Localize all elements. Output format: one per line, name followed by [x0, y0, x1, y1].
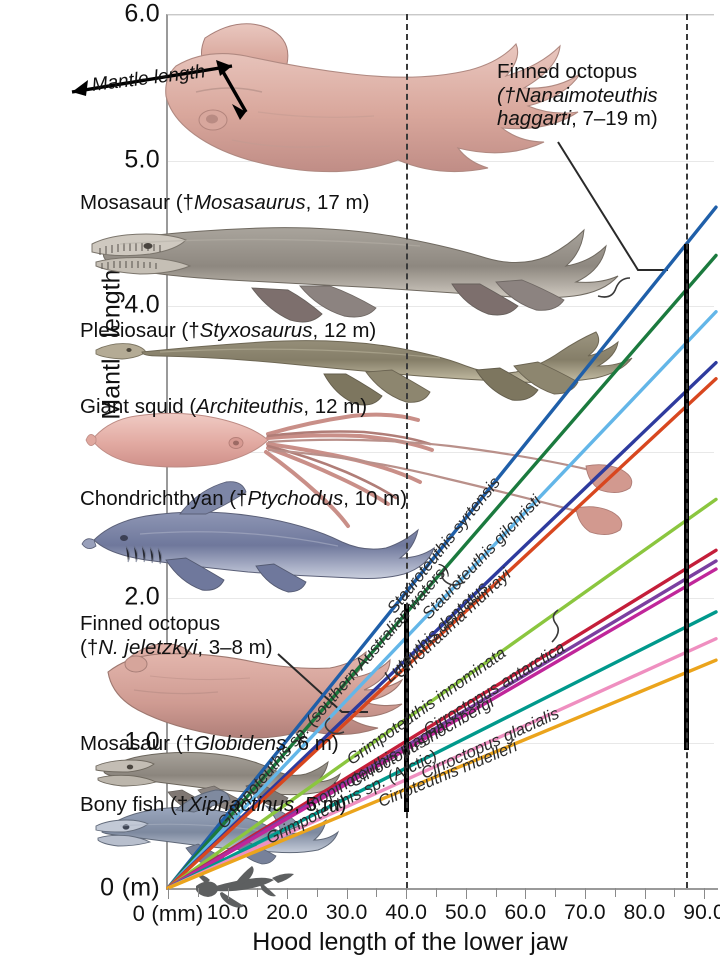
x-tick-5: 50.0 [444, 901, 487, 924]
y-tick-4: 4.0 [124, 290, 160, 319]
x-tickmark-20 [287, 888, 289, 899]
x-tickmark-60 [525, 888, 527, 899]
x-tickmark-0 [168, 888, 169, 899]
x-tick-9: 90.0 [683, 901, 720, 924]
x-tickmark-40 [406, 888, 408, 899]
taxon-label-styxosaurus: Plesiosaur (†Styxosaurus, 12 m) [80, 319, 377, 342]
x-tickmark-90 [704, 888, 706, 899]
x-tickmark-25 [316, 888, 318, 897]
annotation-line-3: haggarti, 7–19 m) [497, 107, 658, 131]
taxon-label-architeuthis: Giant squid (Architeuthis, 12 m) [80, 395, 368, 418]
x-axis-line [166, 888, 718, 890]
y-tick-2: 2.0 [124, 582, 160, 611]
x-tickmark-80 [644, 888, 646, 899]
x-tickmark-5 [197, 888, 199, 897]
gridline-y-4 [168, 306, 714, 308]
taxon-label-xiphactinus: Bony fish (†Xiphactinus, 5 m) [80, 793, 347, 816]
x-tickmark-30 [346, 888, 348, 899]
annotation-n-jeletzkyi: Finned octopus (†N. jeletzkyi, 3–8 m) [80, 612, 273, 659]
x-tickmark-85 [674, 888, 676, 897]
x-tickmark-50 [465, 888, 467, 899]
x-tick-6: 60.0 [504, 901, 547, 924]
x-tickmark-10 [227, 888, 229, 899]
x-tickmark-35 [376, 888, 378, 897]
taxon-label-globidens: Mosasaur (†Globidens, 6 m) [80, 732, 339, 755]
y-tick-0: 0 (m) [100, 873, 160, 902]
y-tick-5: 5.0 [124, 145, 160, 174]
reference-line-40mm [406, 14, 409, 888]
annotation-line-1: Finned octopus [497, 60, 638, 83]
annotation-j-line-2: (†N. jeletzkyi, 3–8 m) [80, 635, 273, 659]
x-tickmark-65 [555, 888, 557, 897]
x-tickmark-70 [584, 888, 586, 899]
x-tick-3: 30.0 [325, 901, 368, 924]
x-tickmark-55 [495, 888, 497, 897]
annotation-line-2: (†Nanaimoteuthis [497, 83, 658, 107]
gridline-y-3 [168, 452, 714, 453]
x-tick-8: 80.0 [623, 901, 666, 924]
x-tick-4: 40.0 [385, 901, 428, 924]
annotation-nanaimoteuthis-haggarti: Finned octopus (†Nanaimoteuthis haggarti… [497, 60, 658, 131]
gridline-y-5 [168, 160, 714, 162]
y-tick-6: 6.0 [124, 0, 160, 28]
x-axis-label: Hood length of the lower jaw [252, 928, 568, 956]
x-tick-2: 20.0 [266, 901, 308, 924]
x-tick-1: 10.0 [206, 901, 249, 924]
x-tickmark-15 [257, 888, 259, 897]
x-tickmark-75 [614, 888, 616, 897]
x-tick-0: 0 (mm) [132, 901, 204, 926]
annotation-j-line-1: Finned octopus [80, 612, 221, 635]
taxon-label-mosasaurus: Mosasaur (†Mosasaurus, 17 m) [80, 191, 370, 214]
gridline-y-6 [168, 15, 714, 16]
reference-line-87mm [686, 14, 689, 888]
taxon-label-ptychodus: Chondrichthyan (†Ptychodus, 10 m) [80, 487, 408, 510]
x-tickmark-45 [436, 888, 438, 897]
x-tick-7: 70.0 [564, 901, 606, 924]
y-tick-3: 3.0 [124, 436, 160, 465]
y-axis-label: Mantle length [97, 269, 126, 420]
